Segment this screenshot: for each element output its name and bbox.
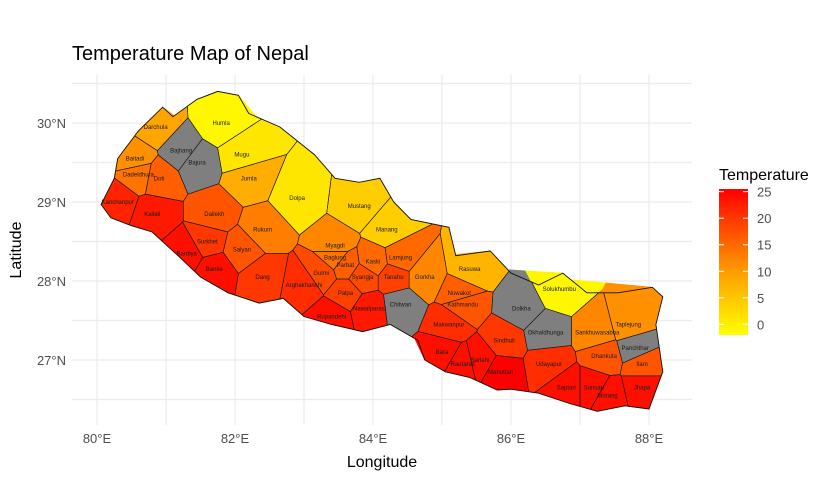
x-tick-label: 88°E — [635, 431, 664, 446]
district-label: Baglung — [324, 255, 346, 261]
district-label: Udayapur — [536, 362, 562, 368]
district-label: Darchula — [144, 125, 169, 131]
district-label: Baitadi — [126, 157, 144, 163]
y-axis-title: Latitude — [8, 221, 25, 278]
district-label: Dhankuta — [591, 354, 617, 360]
district-label: Makwanpur — [433, 322, 464, 328]
district-label: Morang — [597, 394, 617, 400]
district-label: Sindhuli — [493, 338, 514, 344]
district-label: Bardiya — [177, 251, 198, 257]
district-label: Kathmandu — [447, 303, 478, 309]
y-tick-label: 29°N — [37, 195, 66, 210]
district-label: Jhapa — [634, 386, 651, 392]
district-border — [620, 375, 663, 412]
district-label: Lamjung — [389, 255, 412, 261]
nepal-outline — [100, 90, 664, 412]
legend-color-bar — [719, 189, 748, 335]
district-label: Kaski — [366, 259, 381, 265]
district-label: Gorkha — [415, 275, 435, 281]
district-label: Rasuwa — [459, 267, 481, 273]
map-title: Temperature Map of Nepal — [72, 43, 309, 65]
district-label: Banke — [206, 267, 224, 273]
district-label: Taplejung — [615, 322, 641, 328]
district-label: Solukhumbu — [543, 287, 576, 293]
district-label: Panchthar — [622, 346, 649, 352]
legend: Temperature 25 20 15 10 5 0 — [719, 167, 809, 335]
district-label: Kanchanpur — [102, 200, 134, 206]
district-label: Ilam — [636, 362, 647, 368]
legend-tick-label: 5 — [757, 291, 764, 306]
district-layer — [100, 90, 664, 412]
district-label: Palpa — [338, 291, 354, 297]
district-label: Rukum — [253, 228, 272, 234]
district-label: Dolkha — [512, 307, 531, 313]
district-label: Bajura — [188, 161, 206, 167]
legend-title: Temperature — [719, 167, 809, 184]
district-label: Jumla — [241, 176, 258, 182]
district-label: Dang — [255, 275, 269, 281]
district-label: Doti — [154, 176, 165, 182]
y-tick-label: 27°N — [37, 353, 66, 368]
y-axis-ticks: 27°N 28°N 29°N 30°N — [37, 116, 66, 368]
x-tick-label: 80°E — [83, 431, 112, 446]
district-label: Humla — [213, 121, 231, 127]
district-label: Mugu — [234, 153, 249, 159]
district-label: Rautahat — [451, 362, 476, 368]
district-label: Nuwakot — [448, 291, 472, 297]
district-label: Syangja — [352, 275, 374, 281]
district-label: Parbat — [337, 263, 355, 269]
district-label: Sunsari — [584, 386, 604, 392]
district-label: Dailekh — [204, 212, 224, 218]
district-label: Sarlahi — [471, 358, 490, 364]
district-label: Bajhang — [170, 149, 192, 155]
x-axis-title: Longitude — [347, 454, 417, 471]
district-label: Salyan — [233, 247, 251, 253]
legend-ticks: 25 20 15 10 5 0 — [757, 185, 771, 333]
y-tick-label: 30°N — [37, 116, 66, 131]
district-label: Kailali — [144, 212, 160, 218]
x-axis-ticks: 80°E 82°E 84°E 86°E 88°E — [83, 431, 664, 446]
legend-tick-label: 15 — [757, 238, 771, 253]
district-label: Okhaldhunga — [528, 330, 564, 336]
x-tick-label: 82°E — [221, 431, 250, 446]
district-label: Surkhet — [197, 240, 218, 246]
district-label-layer: Darchula Bajhang Humla Baitadi DadeldhuraDot… — [102, 121, 651, 400]
district-label: Mustang — [348, 204, 371, 210]
x-tick-label: 84°E — [359, 431, 388, 446]
district-label: Saptari — [557, 386, 576, 392]
district-label: Nawalparasi — [353, 307, 386, 313]
legend-tick-label: 20 — [757, 211, 771, 226]
district-label: Myagdi — [325, 243, 344, 249]
district-label: Mahottari — [488, 370, 513, 376]
district-label: Rupandehi — [317, 315, 346, 321]
legend-tick-label: 10 — [757, 264, 771, 279]
legend-tick-label: 0 — [757, 317, 764, 332]
district-label: Bara — [436, 350, 449, 356]
district-label: Tanahu — [384, 275, 404, 281]
x-tick-label: 86°E — [497, 431, 526, 446]
district-label: Chitwan — [390, 303, 412, 309]
y-tick-label: 28°N — [37, 274, 66, 289]
district-label: Dolpa — [289, 196, 305, 202]
district-label: Gulmi — [313, 271, 329, 277]
district-label: Manang — [376, 228, 398, 234]
district-label: Sankhuwasabha — [575, 330, 620, 336]
legend-tick-label: 25 — [757, 185, 771, 200]
district-label: Arghakhanchi — [286, 283, 323, 289]
district-label: Dadeldhura — [123, 172, 155, 178]
